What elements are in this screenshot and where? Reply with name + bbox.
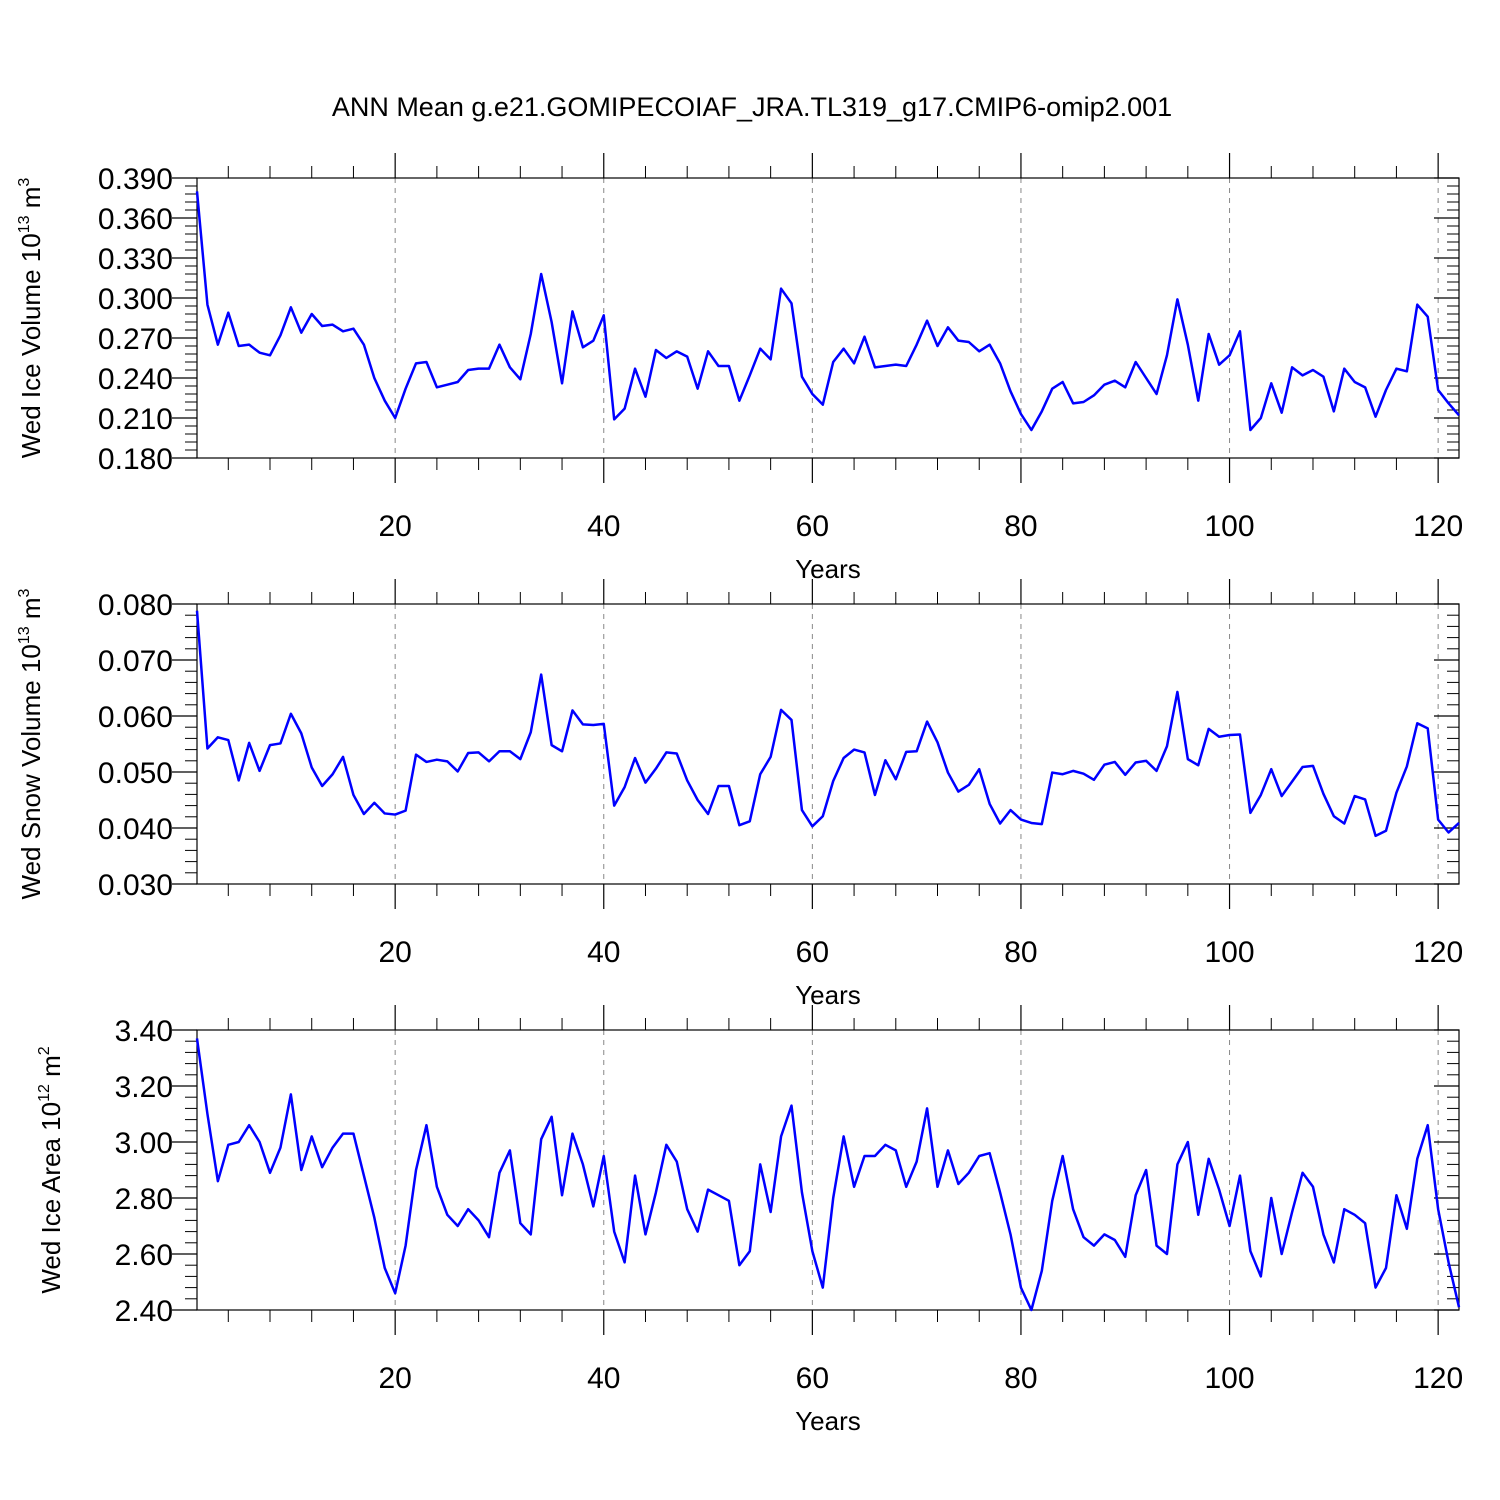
- y-axis-label: Wed Ice Volume 1013 m3: [16, 178, 46, 459]
- x-tick-label: 120: [1413, 936, 1463, 969]
- series-line: [195, 1038, 1461, 1312]
- x-tick-label: 40: [587, 510, 620, 543]
- x-tick-label: 20: [378, 510, 411, 543]
- chart-title: ANN Mean g.e21.GOMIPECOIAF_JRA.TL319_g17…: [332, 92, 1172, 122]
- y-tick-label: 2.40: [115, 1295, 173, 1328]
- y-axis-label: Wed Ice Area 1012 m2: [36, 1046, 66, 1293]
- x-tick-label: 40: [587, 1362, 620, 1395]
- y-tick-label: 3.20: [115, 1071, 173, 1104]
- y-tick-label: 3.40: [115, 1015, 173, 1048]
- x-tick-label: 80: [1004, 936, 1037, 969]
- y-tick-label: 2.80: [115, 1183, 173, 1216]
- x-tick-label: 100: [1205, 510, 1255, 543]
- series-line: [195, 610, 1460, 838]
- x-tick-label: 60: [796, 936, 829, 969]
- x-tick-label: 60: [796, 1362, 829, 1395]
- y-tick-label: 0.330: [98, 243, 173, 276]
- y-axis-label: Wed Snow Volume 1013 m3: [16, 588, 46, 899]
- panel-ice-volume: 20 40 60 80 100 120 Years 0.180 0.210 0.240 0.270 0…: [16, 153, 1463, 584]
- x-tick-label: 80: [1004, 1362, 1037, 1395]
- x-tick-label: 40: [587, 936, 620, 969]
- y-tick-label: 0.180: [98, 443, 173, 476]
- y-tick-label: 0.040: [98, 813, 173, 846]
- plot-frame: [196, 603, 1460, 885]
- x-tick-label: 100: [1205, 1362, 1255, 1395]
- x-axis-label: Years: [795, 554, 861, 584]
- x-tick-label: 60: [796, 510, 829, 543]
- y-tick-label: 0.080: [98, 589, 173, 622]
- x-tick-label: 120: [1413, 510, 1463, 543]
- y-tick-label: 3.00: [115, 1127, 173, 1160]
- y-tick-label: 0.240: [98, 363, 173, 396]
- x-tick-label: 80: [1004, 510, 1037, 543]
- y-tick-label: 0.300: [98, 283, 173, 316]
- y-tick-label: 2.60: [115, 1239, 173, 1272]
- x-axis-label: Years: [795, 980, 861, 1010]
- x-axis-label: Years: [795, 1406, 861, 1436]
- x-tick-label: 120: [1413, 1362, 1463, 1395]
- y-tick-label: 0.050: [98, 757, 173, 790]
- y-tick-label: 0.210: [98, 403, 173, 436]
- y-tick-label: 0.360: [98, 203, 173, 236]
- plot-frame: [196, 1029, 1460, 1311]
- plot-frame: [196, 177, 1460, 459]
- x-tick-label: 20: [378, 1362, 411, 1395]
- series-line: [195, 191, 1460, 432]
- panel-ice-area: 20 40 60 80 100 120 Years 2.40 2.60 2.80 3.00 3.20 3…: [36, 1005, 1463, 1436]
- x-tick-label: 100: [1205, 936, 1255, 969]
- panel-snow-volume: 20 40 60 80 100 120 Years 0.030 0.040 0.050 0.060 0…: [16, 579, 1463, 1010]
- y-tick-label: 0.390: [98, 163, 173, 196]
- y-tick-label: 0.270: [98, 323, 173, 356]
- y-tick-label: 0.070: [98, 645, 173, 678]
- x-tick-label: 20: [378, 936, 411, 969]
- y-tick-label: 0.030: [98, 869, 173, 902]
- y-tick-label: 0.060: [98, 701, 173, 734]
